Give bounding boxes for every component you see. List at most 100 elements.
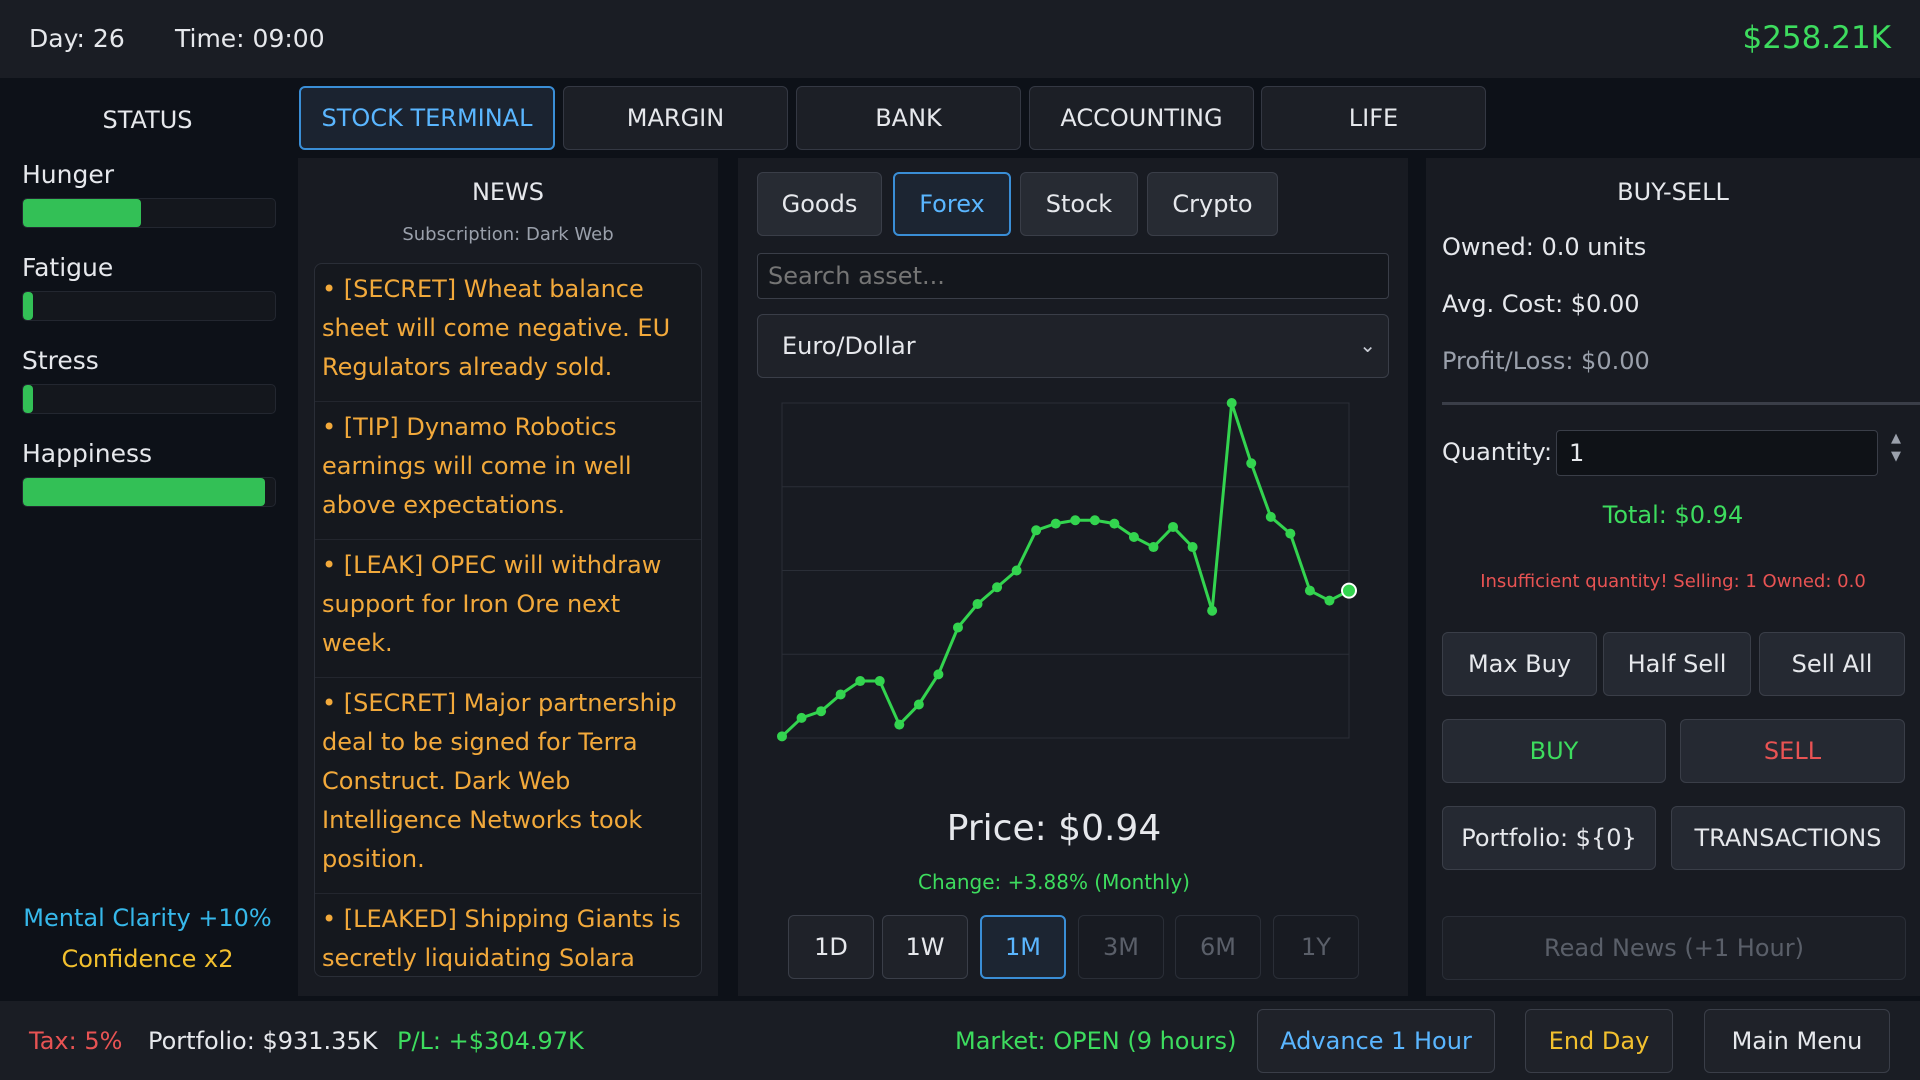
- divider: [1442, 402, 1920, 405]
- news-item: • [LEAKED] Shipping Giants is secretly l…: [315, 894, 701, 976]
- quantity-label: Quantity:: [1442, 438, 1553, 466]
- price-point: [816, 706, 827, 717]
- search-input[interactable]: [757, 253, 1389, 299]
- half-sell-button[interactable]: Half Sell: [1603, 632, 1751, 696]
- timeframe-1y[interactable]: 1Y: [1273, 915, 1359, 979]
- hunger-bar-fill: [23, 199, 142, 227]
- price-point: [855, 676, 866, 687]
- tab-stock-terminal[interactable]: STOCK TERMINAL: [299, 86, 555, 150]
- timeframe-1m[interactable]: 1M: [980, 915, 1066, 979]
- sell-all-button[interactable]: Sell All: [1759, 632, 1905, 696]
- read-news-button[interactable]: Read News (+1 Hour): [1442, 916, 1906, 980]
- mental-clarity-buff: Mental Clarity +10%: [23, 904, 272, 932]
- happiness-label: Happiness: [22, 439, 153, 468]
- hunger-label: Hunger: [22, 160, 115, 189]
- news-item: • [LEAK] OPEC will withdraw support for …: [315, 540, 701, 678]
- main-menu-button[interactable]: Main Menu: [1704, 1009, 1890, 1073]
- tax-rate: Tax: 5%: [29, 1027, 123, 1055]
- price-point: [1031, 525, 1042, 536]
- price-point: [933, 669, 944, 680]
- price-point: [1089, 515, 1100, 526]
- tab-bank[interactable]: BANK: [796, 86, 1021, 150]
- fatigue-label: Fatigue: [22, 253, 114, 282]
- news-panel: NEWS Subscription: Dark Web • [SECRET] W…: [298, 158, 718, 996]
- stress-bar: [22, 384, 276, 414]
- timeframe-1w[interactable]: 1W: [882, 915, 968, 979]
- order-total: Total: $0.94: [1602, 501, 1744, 529]
- max-buy-button[interactable]: Max Buy: [1442, 632, 1597, 696]
- price-point: [1070, 515, 1081, 526]
- price-line: [780, 402, 1350, 738]
- price-point: [1304, 585, 1315, 596]
- stress-bar-fill: [23, 385, 34, 413]
- portfolio-value: Portfolio: $931.35K: [148, 1027, 378, 1055]
- price-point: [992, 582, 1003, 593]
- price-point: [1128, 532, 1139, 542]
- asset-select-value: Euro/Dollar: [782, 332, 916, 360]
- avg-cost: Avg. Cost: $0.00: [1442, 290, 1640, 318]
- price-point: [1226, 398, 1237, 408]
- day-counter: Day: 26: [29, 24, 125, 53]
- price-point: [1207, 605, 1218, 616]
- price-point: [1011, 565, 1022, 576]
- price-point: [1246, 458, 1257, 469]
- price-point: [874, 676, 885, 687]
- price-point: [1050, 518, 1061, 529]
- news-item: • [SECRET] Wheat balance sheet will come…: [315, 264, 701, 402]
- price-point: [894, 719, 905, 730]
- news-item: • [SECRET] Major partnership deal to be …: [315, 678, 701, 894]
- category-stock[interactable]: Stock: [1020, 172, 1138, 236]
- price-change: Change: +3.88% (Monthly): [917, 870, 1190, 894]
- tab-life[interactable]: LIFE: [1261, 86, 1486, 150]
- advance-hour-button[interactable]: Advance 1 Hour: [1257, 1009, 1495, 1073]
- news-list[interactable]: • [SECRET] Wheat balance sheet will come…: [314, 263, 702, 977]
- buy-button[interactable]: BUY: [1442, 719, 1666, 783]
- price-point: [1265, 511, 1276, 522]
- timeframe-3m[interactable]: 3M: [1078, 915, 1164, 979]
- price-point: [952, 622, 963, 633]
- fatigue-bar: [22, 291, 276, 321]
- quantity-warning: Insufficient quantity! Selling: 1 Owned:…: [1480, 571, 1866, 592]
- category-forex[interactable]: Forex: [893, 172, 1011, 236]
- transactions-button[interactable]: TRANSACTIONS: [1671, 806, 1905, 870]
- profit-loss-total: P/L: +$304.97K: [397, 1027, 584, 1055]
- confidence-buff: Confidence x2: [61, 945, 234, 973]
- quantity-stepper[interactable]: ▲ ▼: [1891, 431, 1901, 464]
- price-point: [913, 699, 924, 710]
- owned-units: Owned: 0.0 units: [1442, 233, 1647, 261]
- price-point: [1285, 528, 1296, 539]
- price-point: [1168, 521, 1179, 532]
- news-item: • [TIP] Dynamo Robotics earnings will co…: [315, 402, 701, 540]
- clock-time: Time: 09:00: [175, 24, 325, 53]
- price-point: [1324, 595, 1335, 606]
- quantity-input[interactable]: [1556, 430, 1878, 476]
- price-point: [835, 689, 846, 700]
- news-subscription: Subscription: Dark Web: [402, 224, 614, 245]
- price-point: [972, 599, 983, 609]
- cash-balance: $258.21K: [1742, 20, 1891, 56]
- price-point: [1109, 518, 1120, 529]
- tab-accounting[interactable]: ACCOUNTING: [1029, 86, 1254, 150]
- stress-label: Stress: [22, 346, 99, 375]
- price-point: [796, 712, 807, 723]
- asset-price: Price: $0.94: [946, 808, 1162, 849]
- sell-button[interactable]: SELL: [1680, 719, 1905, 783]
- profit-loss: Profit/Loss: $0.00: [1442, 347, 1650, 375]
- buy-sell-panel: BUY-SELL Owned: 0.0 units Avg. Cost: $0.…: [1426, 158, 1920, 996]
- timeframe-1d[interactable]: 1D: [788, 915, 874, 979]
- price-point: [777, 731, 787, 742]
- tab-margin[interactable]: MARGIN: [563, 86, 788, 150]
- price-chart: [777, 398, 1357, 742]
- hunger-bar: [22, 198, 276, 228]
- happiness-bar: [22, 477, 276, 507]
- timeframe-6m[interactable]: 6M: [1175, 915, 1261, 979]
- asset-select[interactable]: Euro/Dollar ⌄: [757, 314, 1389, 378]
- category-crypto[interactable]: Crypto: [1147, 172, 1278, 236]
- status-panel: STATUS Hunger Fatigue Stress Happiness M…: [0, 78, 295, 1001]
- market-panel: Goods Forex Stock Crypto Euro/Dollar ⌄ P…: [738, 158, 1408, 996]
- end-day-button[interactable]: End Day: [1525, 1009, 1673, 1073]
- current-price-point: [1341, 582, 1357, 599]
- portfolio-button[interactable]: Portfolio: ${0}: [1442, 806, 1656, 870]
- category-goods[interactable]: Goods: [757, 172, 882, 236]
- buy-sell-title: BUY-SELL: [1617, 178, 1729, 206]
